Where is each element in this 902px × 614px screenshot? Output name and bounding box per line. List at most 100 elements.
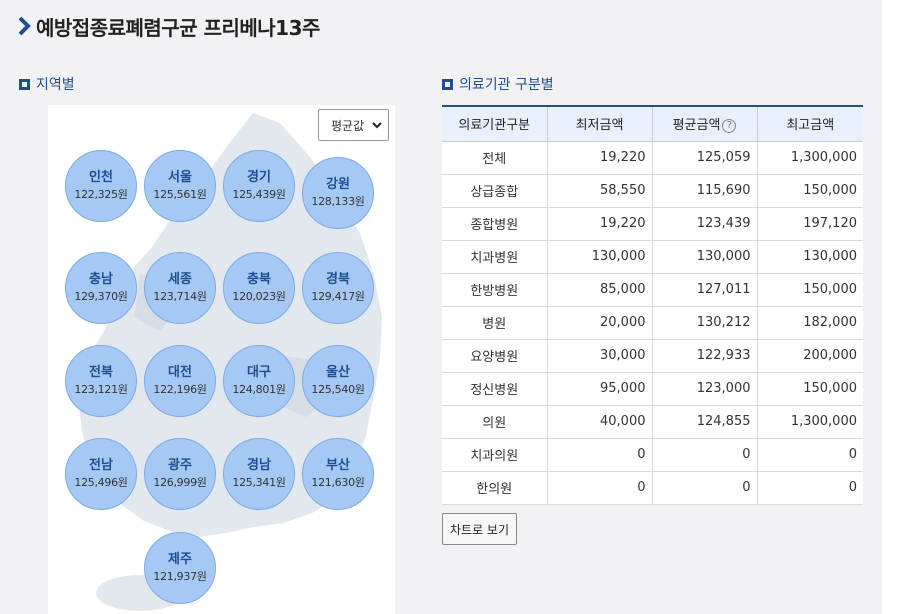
cell-max-amount: 182,000 [757,306,863,340]
region-name: 서울 [168,170,192,185]
region-name: 광주 [168,458,192,473]
cell-min-amount: 19,220 [547,207,653,241]
cell-institution-type: 치과의원 [442,438,548,472]
region-incheon[interactable]: 인천 122,325원 [65,150,137,222]
region-amount: 124,801원 [232,383,286,396]
region-jeonnam[interactable]: 전남 125,496원 [65,438,137,510]
cell-min-amount: 85,000 [547,273,653,307]
cell-avg-amount: 0 [652,438,758,472]
table-row: 치과병원 130,000 130,000 130,000 [442,240,863,274]
cell-avg-amount: 127,011 [652,273,758,307]
region-gwangju[interactable]: 광주 126,999원 [144,438,216,510]
region-daejeon[interactable]: 대전 122,196원 [144,345,216,417]
cell-min-amount: 58,550 [547,174,653,208]
cell-avg-amount: 0 [652,471,758,505]
help-icon[interactable]: ? [722,118,737,133]
chevron-down-icon [372,122,382,129]
region-chungnam[interactable]: 충남 129,370원 [65,252,137,324]
cell-max-amount: 0 [757,471,863,505]
region-gyeonggi[interactable]: 경기 125,439원 [223,150,295,222]
cell-min-amount: 20,000 [547,306,653,340]
cell-min-amount: 0 [547,471,653,505]
cell-max-amount: 197,120 [757,207,863,241]
region-amount: 125,540원 [311,383,365,396]
region-sejong[interactable]: 세종 123,714원 [144,252,216,324]
section-square-icon [19,78,30,90]
cell-min-amount: 30,000 [547,339,653,373]
region-amount: 123,121원 [74,383,128,396]
region-amount: 125,439원 [232,188,286,201]
region-daegu[interactable]: 대구 124,801원 [223,345,295,417]
cell-institution-type: 병원 [442,306,548,340]
region-name: 인천 [89,170,113,185]
table-row: 한의원 0 0 0 [442,471,863,505]
header-max-amount: 최고금액 [757,105,863,142]
institution-section-header: 의료기관 구분별 [442,74,554,94]
region-ulsan[interactable]: 울산 125,540원 [302,345,374,417]
statistic-select-value: 평균값 [331,118,365,133]
region-amount: 125,561원 [153,188,207,201]
region-amount: 122,325원 [74,188,128,201]
cell-max-amount: 130,000 [757,240,863,274]
cell-max-amount: 0 [757,438,863,472]
cell-min-amount: 40,000 [547,405,653,439]
region-amount: 129,417원 [311,290,365,303]
region-seoul[interactable]: 서울 125,561원 [144,150,216,222]
cell-institution-type: 치과병원 [442,240,548,274]
cell-avg-amount: 124,855 [652,405,758,439]
cell-max-amount: 200,000 [757,339,863,373]
cell-min-amount: 19,220 [547,141,653,175]
chevron-right-icon [18,16,31,36]
cell-avg-amount: 130,212 [652,306,758,340]
table-row: 요양병원 30,000 122,933 200,000 [442,339,863,373]
cell-avg-amount: 123,439 [652,207,758,241]
region-name: 세종 [168,272,192,287]
region-amount: 128,133원 [311,195,365,208]
region-name: 울산 [326,365,350,380]
region-gyeongnam[interactable]: 경남 125,341원 [223,438,295,510]
table-row: 치과의원 0 0 0 [442,438,863,472]
region-name: 강원 [326,177,350,192]
region-name: 충남 [89,272,113,287]
table-row: 전체 19,220 125,059 1,300,000 [442,141,863,175]
region-jeju[interactable]: 제주 121,937원 [144,532,216,604]
header-avg-amount: 평균금액? [652,105,758,142]
region-name: 대구 [247,365,271,380]
region-name: 경기 [247,170,271,185]
region-name: 전북 [89,365,113,380]
cell-max-amount: 1,300,000 [757,405,863,439]
region-gangwon[interactable]: 강원 128,133원 [302,157,374,229]
table-row: 종합병원 19,220 123,439 197,120 [442,207,863,241]
view-chart-button[interactable]: 차트로 보기 [442,513,517,545]
region-jeonbuk[interactable]: 전북 123,121원 [65,345,137,417]
table-header-row: 의료기관구분 최저금액 평균금액? 최고금액 [442,105,863,142]
region-name: 경북 [326,272,350,287]
table-row: 정신병원 95,000 123,000 150,000 [442,372,863,406]
cell-avg-amount: 130,000 [652,240,758,274]
table-row: 상급종합 58,550 115,690 150,000 [442,174,863,208]
header-institution-type: 의료기관구분 [442,105,548,142]
region-name: 대전 [168,365,192,380]
region-chungbuk[interactable]: 충북 120,023원 [223,252,295,324]
institution-section-title: 의료기관 구분별 [459,77,554,93]
cell-institution-type: 요양병원 [442,339,548,373]
region-name: 전남 [89,458,113,473]
region-amount: 125,496원 [74,476,128,489]
table-row: 한방병원 85,000 127,011 150,000 [442,273,863,307]
table-row: 의원 40,000 124,855 1,300,000 [442,405,863,439]
right-margin [882,0,902,614]
cell-max-amount: 150,000 [757,372,863,406]
region-name: 제주 [168,552,192,567]
region-amount: 129,370원 [74,290,128,303]
region-busan[interactable]: 부산 121,630원 [302,438,374,510]
statistic-select[interactable]: 평균값 [318,109,389,141]
region-amount: 123,714원 [153,290,207,303]
section-square-icon [442,78,453,90]
cell-institution-type: 의원 [442,405,548,439]
cell-min-amount: 130,000 [547,240,653,274]
region-amount: 126,999원 [153,476,207,489]
cell-max-amount: 150,000 [757,174,863,208]
region-amount: 120,023원 [232,290,286,303]
region-gyeongbuk[interactable]: 경북 129,417원 [302,252,374,324]
region-amount: 121,937원 [153,570,207,583]
